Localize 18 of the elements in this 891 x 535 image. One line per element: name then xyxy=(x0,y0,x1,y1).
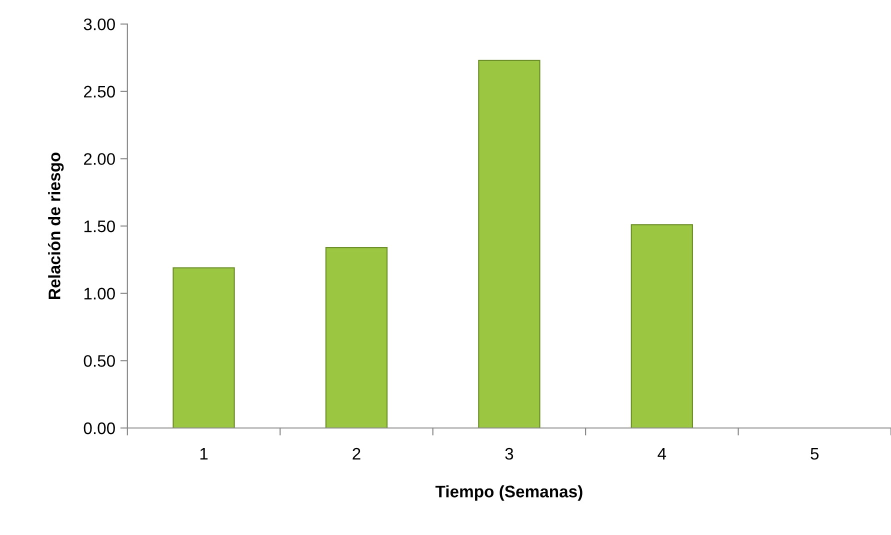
x-tick-label: 4 xyxy=(658,448,666,460)
x-tick-label: 1 xyxy=(200,448,208,460)
x-tick-label: 3 xyxy=(505,448,514,460)
x-axis-title: Tiempo (Semanas) xyxy=(435,485,582,501)
y-tick-label: 0.50 xyxy=(84,355,115,367)
y-tick-label: 1.00 xyxy=(84,288,115,300)
x-tick-label: 2 xyxy=(352,448,360,460)
bar xyxy=(478,60,540,428)
x-tick-label: 5 xyxy=(810,448,819,460)
y-tick-label: 1.50 xyxy=(84,220,115,232)
bar xyxy=(325,247,388,428)
y-tick-label: 3.00 xyxy=(84,18,115,30)
bar xyxy=(172,267,235,428)
bar xyxy=(630,224,694,428)
y-tick-label: 2.00 xyxy=(84,153,115,165)
y-tick-label: 0.00 xyxy=(84,422,115,434)
y-tick-label: 2.50 xyxy=(84,86,115,98)
y-axis-title: Relación de riesgo xyxy=(48,152,64,300)
